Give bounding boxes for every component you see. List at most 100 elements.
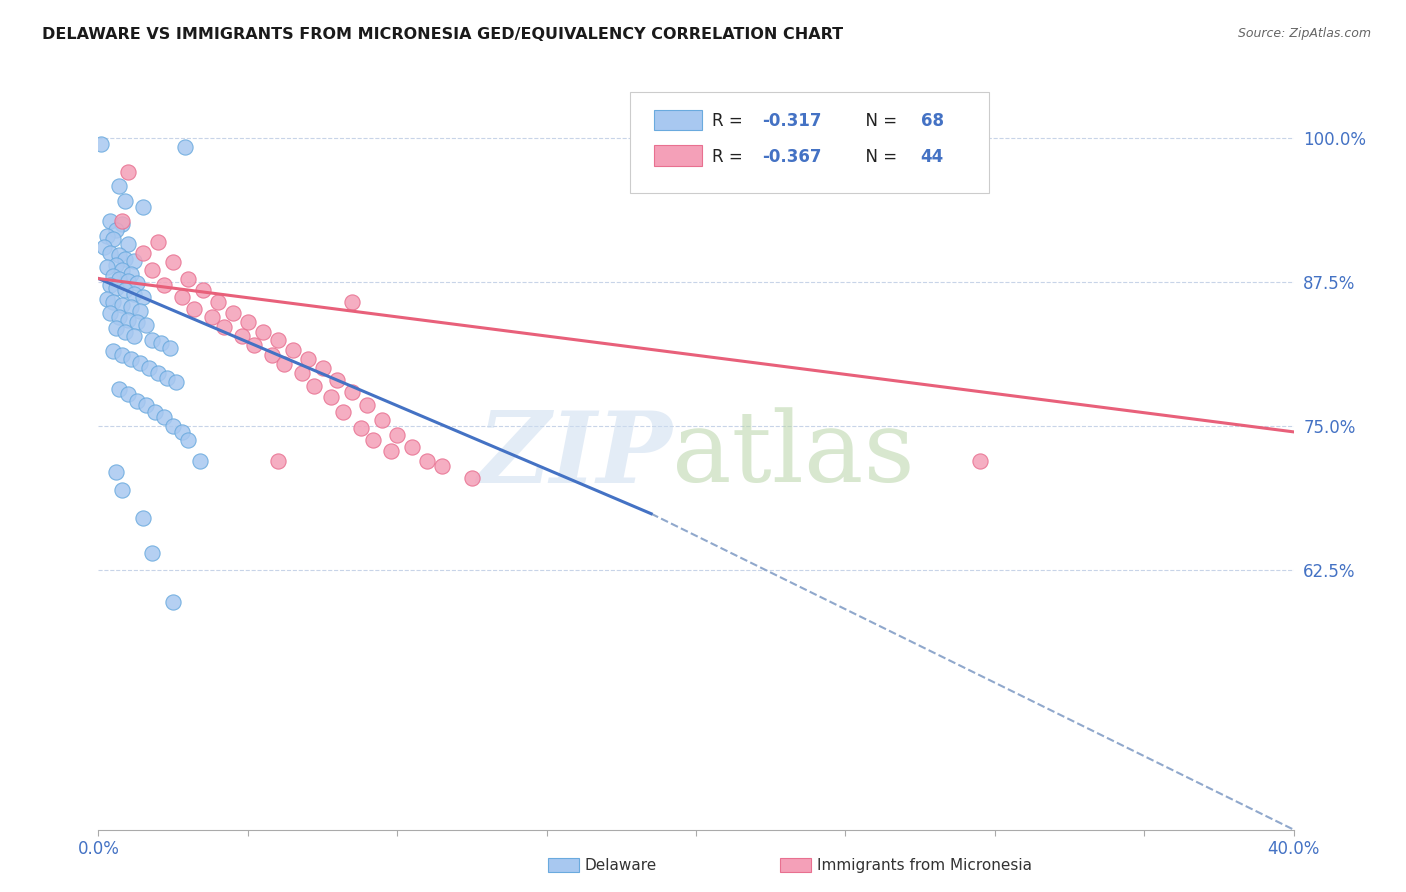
Point [350, 421, 373, 435]
Point [96, 293, 118, 307]
Text: Delaware: Delaware [585, 858, 657, 872]
Point [401, 440, 423, 454]
Point [243, 338, 266, 352]
Point [326, 373, 349, 387]
Point [96, 260, 118, 274]
Point [159, 341, 181, 355]
Point [165, 376, 187, 390]
Text: ZIP: ZIP [477, 407, 672, 503]
Point [127, 393, 149, 408]
Point [114, 252, 136, 266]
Point [98, 306, 122, 320]
Text: -0.317: -0.317 [762, 112, 821, 130]
Point [108, 310, 131, 324]
Text: R =: R = [711, 148, 748, 166]
Text: Immigrants from Micronesia: Immigrants from Micronesia [817, 858, 1032, 872]
Point [103, 294, 125, 309]
Point [132, 290, 155, 304]
Point [162, 255, 184, 269]
Point [281, 343, 304, 357]
Point [111, 263, 134, 277]
Point [117, 237, 139, 252]
Text: DELAWARE VS IMMIGRANTS FROM MICRONESIA GED/EQUIVALENCY CORRELATION CHART: DELAWARE VS IMMIGRANTS FROM MICRONESIA G… [42, 27, 844, 42]
Point [172, 290, 194, 304]
Point [380, 444, 402, 458]
Point [135, 398, 157, 412]
Point [332, 405, 354, 419]
Point [311, 361, 333, 376]
Point [141, 546, 163, 560]
Point [124, 329, 146, 343]
Point [174, 140, 197, 154]
Point [267, 453, 290, 467]
Point [108, 248, 131, 262]
Point [132, 246, 155, 260]
Point [207, 294, 229, 309]
Text: N =: N = [855, 112, 903, 130]
Point [114, 325, 136, 339]
Point [162, 419, 184, 434]
FancyBboxPatch shape [654, 110, 702, 130]
Point [96, 228, 118, 243]
Point [114, 194, 136, 209]
Point [141, 333, 163, 347]
Point [127, 315, 149, 329]
Point [132, 200, 155, 214]
Point [177, 433, 200, 447]
Point [371, 413, 394, 427]
Point [114, 283, 136, 297]
Text: atlas: atlas [672, 407, 915, 503]
Point [132, 511, 155, 525]
Point [461, 471, 484, 485]
Point [188, 453, 211, 467]
Point [162, 595, 184, 609]
Point [103, 232, 125, 246]
Point [302, 378, 325, 392]
FancyBboxPatch shape [654, 145, 702, 167]
Point [117, 274, 139, 288]
Point [105, 321, 128, 335]
Point [93, 240, 115, 254]
Point [969, 453, 991, 467]
Point [267, 333, 290, 347]
Point [222, 306, 245, 320]
Point [129, 303, 152, 318]
Point [108, 179, 131, 194]
Point [342, 384, 364, 399]
Point [183, 301, 205, 316]
Point [201, 310, 224, 324]
Point [260, 348, 283, 362]
FancyBboxPatch shape [630, 92, 988, 193]
Point [177, 271, 200, 285]
Point [105, 258, 128, 272]
Point [124, 254, 146, 268]
Point [117, 313, 139, 327]
Point [98, 214, 122, 228]
Point [103, 344, 125, 359]
Point [111, 348, 134, 362]
Point [117, 387, 139, 401]
Point [117, 165, 139, 179]
Point [111, 218, 134, 232]
Point [363, 433, 385, 447]
Point [236, 315, 259, 329]
Point [90, 136, 112, 151]
Point [191, 283, 214, 297]
Point [111, 214, 134, 228]
Point [120, 301, 142, 315]
Point [430, 459, 453, 474]
Point [105, 223, 128, 237]
Text: Source: ZipAtlas.com: Source: ZipAtlas.com [1237, 27, 1371, 40]
Point [231, 329, 253, 343]
Point [342, 294, 364, 309]
Point [416, 453, 439, 467]
Point [153, 278, 176, 293]
Point [124, 286, 146, 301]
Point [98, 246, 122, 260]
Point [252, 325, 274, 339]
Point [127, 276, 149, 290]
Point [129, 356, 152, 370]
Point [111, 298, 134, 312]
Point [141, 263, 163, 277]
Point [143, 405, 166, 419]
